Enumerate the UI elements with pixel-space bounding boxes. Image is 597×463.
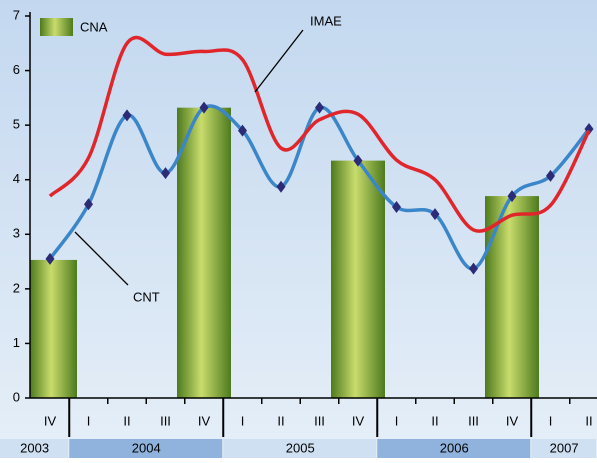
legend-label: CNA [80, 19, 108, 34]
year-label: 2003 [20, 440, 49, 455]
marker [507, 190, 517, 203]
y-tick-label: 3 [13, 226, 20, 241]
year-band [0, 439, 69, 458]
marker [238, 124, 247, 137]
year-label: 2007 [550, 440, 579, 455]
x-tick-label: III [314, 413, 325, 428]
y-tick-label: 2 [13, 280, 20, 295]
annotation-leader [74, 231, 129, 286]
marker [315, 101, 324, 114]
year-label: 2004 [132, 440, 161, 455]
x-tick-label: III [160, 413, 171, 428]
marker [84, 198, 93, 211]
marker [430, 208, 440, 221]
bar [30, 259, 77, 398]
annotation: IMAE [310, 13, 342, 28]
marker [45, 252, 55, 265]
marker [546, 169, 555, 182]
x-tick-label: II [431, 413, 438, 428]
bar [177, 107, 231, 399]
year-band [377, 439, 531, 458]
annotation: CNT [133, 289, 160, 304]
x-tick-label: II [277, 413, 284, 428]
marker [161, 167, 170, 180]
legend-swatch [40, 18, 73, 36]
y-tick-label: 6 [13, 62, 20, 77]
year-label: 2006 [440, 440, 469, 455]
marker [353, 154, 363, 167]
bar [331, 160, 385, 398]
annotation-leader [254, 29, 304, 93]
x-tick-label: I [241, 413, 245, 428]
year-band [69, 439, 223, 458]
y-tick-label: 5 [13, 117, 20, 132]
x-tick-label: II [585, 413, 592, 428]
x-tick-label: IV [44, 413, 57, 428]
x-tick-label: I [549, 413, 553, 428]
marker [392, 201, 401, 213]
x-tick-label: IV [352, 413, 365, 428]
x-tick-label: III [468, 413, 479, 428]
year-band [223, 439, 377, 458]
marker [199, 101, 209, 114]
y-tick-label: 4 [13, 171, 20, 186]
x-tick-label: IV [506, 413, 519, 428]
y-tick-label: 0 [13, 389, 20, 404]
line-imae [48, 35, 591, 233]
marker [122, 109, 132, 122]
y-tick-label: 1 [13, 335, 20, 350]
x-tick-label: II [123, 413, 130, 428]
x-tick-label: I [87, 413, 91, 428]
year-label: 2005 [286, 440, 315, 455]
year-band [531, 439, 596, 458]
x-tick-label: I [395, 413, 399, 428]
marker [276, 180, 286, 193]
y-tick-label: 7 [13, 7, 20, 22]
x-tick-label: IV [198, 413, 211, 428]
marker [469, 262, 478, 275]
